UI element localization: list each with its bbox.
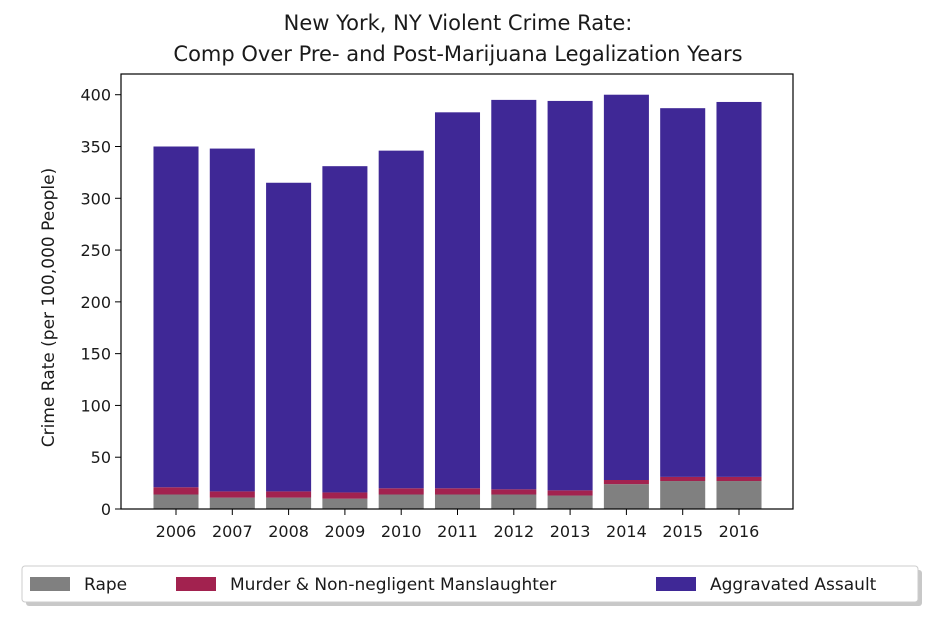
x-tick-label: 2013 bbox=[550, 522, 591, 541]
legend-label: Murder & Non-negligent Manslaughter bbox=[230, 575, 556, 595]
legend-swatch bbox=[656, 577, 696, 591]
plot-frame bbox=[120, 73, 794, 510]
y-axis-label: Crime Rate (per 100,000 People) bbox=[39, 168, 59, 447]
bar-2011-series-1 bbox=[434, 488, 481, 495]
bar-2016-series-0 bbox=[716, 481, 762, 509]
chart-title-line-2: Comp Over Pre- and Post-Marijuana Legali… bbox=[173, 42, 742, 66]
x-tick-label: 2008 bbox=[268, 522, 309, 541]
bar-2009-series-2 bbox=[322, 166, 368, 493]
bar-2015-series-0 bbox=[660, 481, 706, 509]
bar-2013-series-1 bbox=[547, 490, 593, 496]
bar-2016-series-1 bbox=[716, 476, 762, 482]
y-tick-label: 150 bbox=[80, 345, 111, 364]
bar-2008-series-2 bbox=[266, 182, 312, 492]
legend-items: Rape Murder & Non-negligent Manslaughter A… bbox=[30, 575, 877, 595]
bar-2011-series-2 bbox=[434, 112, 481, 489]
y-tick-label: 250 bbox=[80, 241, 111, 260]
legend-label: Aggravated Assault bbox=[710, 575, 877, 595]
x-tick-label: 2014 bbox=[606, 522, 647, 541]
bar-2013-series-0 bbox=[547, 495, 593, 509]
x-tick-label: 2016 bbox=[719, 522, 760, 541]
bar-2016-series-2 bbox=[716, 101, 762, 477]
y-tick-label: 350 bbox=[80, 138, 111, 157]
bar-2009-series-0 bbox=[322, 498, 368, 509]
x-axis-ticks: 2006 2007 2008 2009 2010 2011 2012 2013 2014 2015… bbox=[156, 509, 760, 541]
legend-swatch bbox=[176, 577, 216, 591]
x-tick-label: 2011 bbox=[437, 522, 478, 541]
bar-2010-series-0 bbox=[378, 494, 424, 509]
bar-2006-series-1 bbox=[153, 487, 199, 495]
bar-2006-series-0 bbox=[153, 494, 199, 509]
x-tick-label: 2015 bbox=[662, 522, 703, 541]
x-tick-label: 2009 bbox=[325, 522, 366, 541]
bar-2007-series-1 bbox=[209, 491, 255, 498]
legend-swatch bbox=[30, 577, 70, 591]
bar-2011-series-0 bbox=[434, 494, 481, 509]
y-tick-label: 50 bbox=[91, 448, 111, 467]
bar-2006-series-2 bbox=[153, 146, 199, 488]
bar-2008-series-0 bbox=[266, 497, 312, 509]
bar-2014-series-2 bbox=[603, 94, 649, 481]
bar-2010-series-1 bbox=[378, 488, 424, 495]
x-tick-label: 2006 bbox=[156, 522, 197, 541]
legend-box bbox=[21, 565, 919, 603]
bar-2013-series-2 bbox=[547, 100, 593, 491]
bars-group bbox=[153, 94, 762, 509]
x-tick-label: 2012 bbox=[493, 522, 534, 541]
legend-label: Rape bbox=[84, 575, 127, 595]
bar-2010-series-2 bbox=[378, 150, 424, 489]
bar-2014-series-1 bbox=[603, 480, 649, 485]
y-tick-label: 300 bbox=[80, 189, 111, 208]
y-tick-label: 400 bbox=[80, 86, 111, 105]
x-tick-label: 2007 bbox=[212, 522, 253, 541]
x-tick-label: 2010 bbox=[381, 522, 422, 541]
y-tick-label: 0 bbox=[101, 500, 111, 519]
bar-2015-series-2 bbox=[660, 108, 706, 477]
y-tick-label: 200 bbox=[80, 293, 111, 312]
chart-title-line-1: New York, NY Violent Crime Rate: bbox=[284, 11, 633, 35]
bar-2015-series-1 bbox=[660, 476, 706, 482]
bar-2012-series-2 bbox=[491, 99, 537, 490]
bar-2014-series-0 bbox=[603, 484, 649, 509]
bar-2012-series-0 bbox=[491, 494, 537, 509]
bar-2009-series-1 bbox=[322, 492, 368, 499]
bar-2012-series-1 bbox=[491, 489, 537, 495]
legend: Rape Murder & Non-negligent Manslaughter A… bbox=[21, 565, 922, 606]
y-axis-ticks: 0 50 100 150 200 250 300 350 400 bbox=[80, 86, 121, 519]
y-tick-label: 100 bbox=[80, 396, 111, 415]
bar-2008-series-1 bbox=[266, 491, 312, 498]
bar-2007-series-2 bbox=[209, 148, 255, 492]
bar-2007-series-0 bbox=[209, 497, 255, 509]
